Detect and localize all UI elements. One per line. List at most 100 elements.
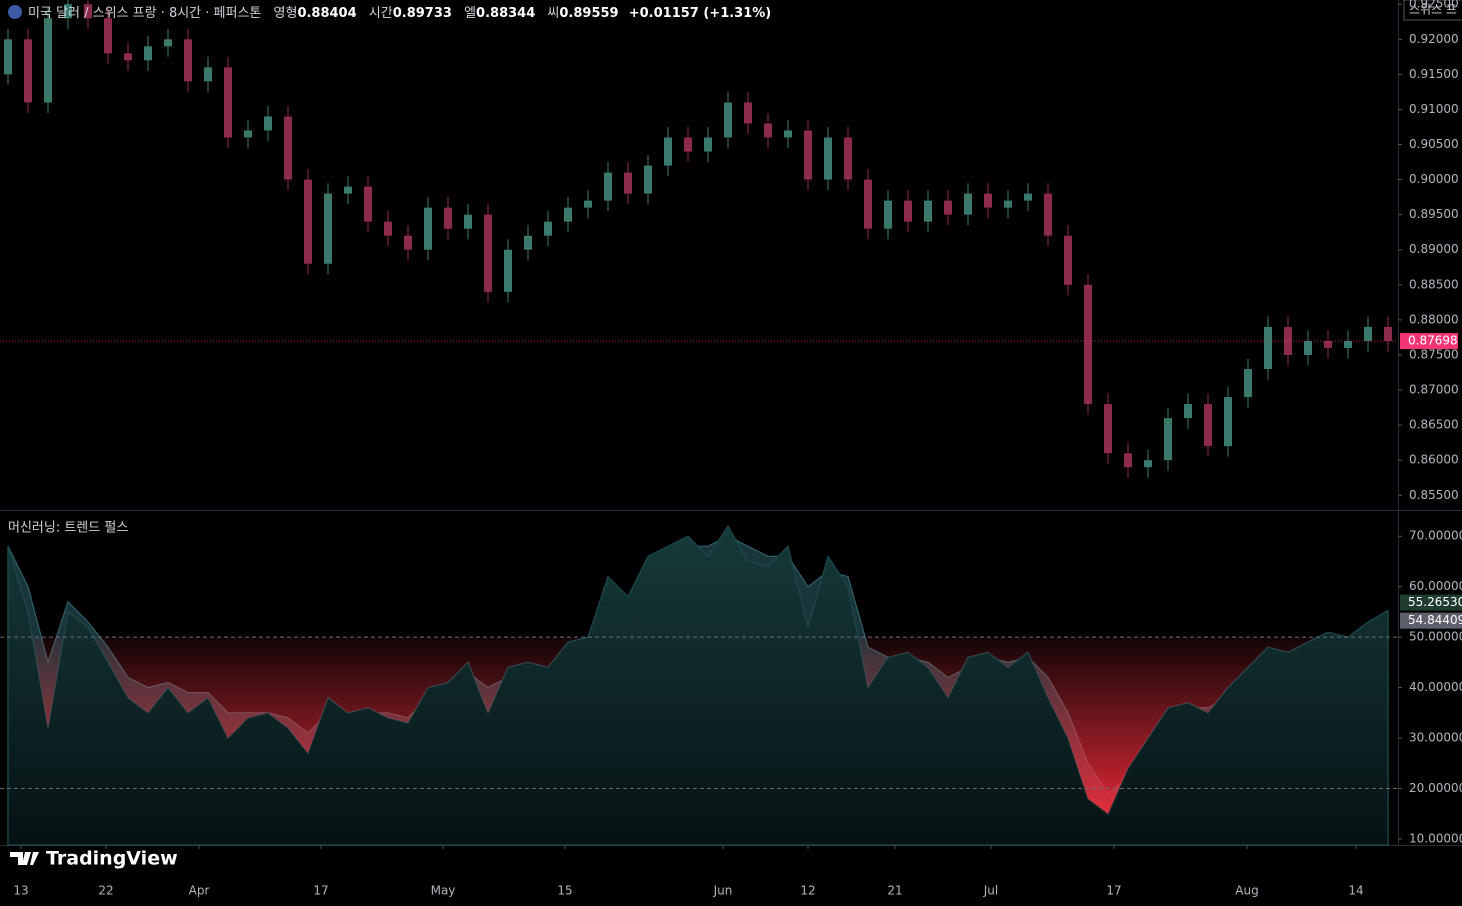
candle-body bbox=[564, 207, 572, 222]
candle-body bbox=[184, 39, 192, 82]
candle-body bbox=[404, 235, 412, 250]
candle-body bbox=[164, 39, 172, 47]
candle-body bbox=[1144, 460, 1152, 468]
candle-body bbox=[804, 130, 812, 180]
candle-body bbox=[1384, 326, 1392, 342]
x-tick-label: 12 bbox=[800, 884, 815, 898]
candle-body bbox=[884, 200, 892, 229]
candle-body bbox=[44, 18, 52, 103]
candle-body bbox=[584, 200, 592, 208]
candle-body bbox=[764, 123, 772, 138]
candle-body bbox=[984, 193, 992, 208]
candle-body bbox=[504, 249, 512, 292]
y-tick-label: 0.90000 bbox=[1409, 172, 1459, 186]
close-value: 0.89559 bbox=[559, 6, 619, 21]
header: 미국 달러 / 스위스 프랑 · 8시간 · 페퍼스톤 영형0.88404 시간… bbox=[8, 2, 771, 21]
candle-body bbox=[484, 214, 492, 292]
low-label: 엘 bbox=[464, 6, 477, 21]
candle-body bbox=[84, 4, 92, 19]
y-tick-label: 0.87000 bbox=[1409, 383, 1459, 397]
logo-icon bbox=[10, 852, 39, 865]
candle-body bbox=[244, 130, 252, 138]
x-tick-label: Jul bbox=[983, 884, 998, 898]
candle-body bbox=[1244, 368, 1252, 398]
candle-body bbox=[344, 186, 352, 194]
candle-body bbox=[24, 39, 32, 103]
x-tick-label: May bbox=[431, 884, 456, 898]
candle-body bbox=[944, 200, 952, 215]
symbol: 미국 달러 / 스위스 프랑 · 8시간 · 페퍼스톤 bbox=[28, 6, 262, 21]
y-tick-label: 0.86000 bbox=[1409, 453, 1459, 467]
candle-body bbox=[684, 137, 692, 152]
last-value-badge bbox=[1400, 594, 1462, 611]
indicator-title: 머신러닝: 트렌드 펄스 bbox=[8, 521, 128, 536]
y-tick-label: 0.88000 bbox=[1409, 312, 1459, 326]
candle-body bbox=[64, 4, 72, 19]
y-tick-label: 50.00000 bbox=[1409, 630, 1462, 644]
candle-body bbox=[1044, 193, 1052, 236]
candle-body bbox=[744, 102, 752, 124]
candle-body bbox=[1204, 404, 1212, 447]
candle-body bbox=[1024, 193, 1032, 201]
y-tick-label: 0.89000 bbox=[1409, 242, 1459, 256]
candle-body bbox=[1164, 418, 1172, 461]
open-value: 0.88404 bbox=[297, 6, 357, 21]
candle-body bbox=[304, 179, 312, 264]
y-tick-label: 0.92000 bbox=[1409, 32, 1459, 46]
x-tick-label: 14 bbox=[1348, 884, 1363, 898]
high-label: 시간 bbox=[368, 6, 393, 21]
y-tick-label: 60.00000 bbox=[1409, 579, 1462, 593]
last-value-label: 55.26530 bbox=[1408, 595, 1462, 609]
candle-body bbox=[624, 172, 632, 194]
top-right-button[interactable] bbox=[1403, 0, 1462, 21]
candle-body bbox=[1344, 340, 1352, 348]
candle-body bbox=[1124, 453, 1132, 468]
y-tick-label: 10.00000 bbox=[1409, 831, 1462, 845]
candle-body bbox=[704, 137, 712, 152]
candle-body bbox=[264, 116, 272, 131]
logo-text: TradingView bbox=[46, 848, 178, 870]
candle-body bbox=[1304, 340, 1312, 355]
candle-body bbox=[904, 200, 912, 222]
candle-body bbox=[864, 179, 872, 229]
y-tick-label: 0.87500 bbox=[1409, 347, 1459, 361]
candle-body bbox=[104, 18, 112, 54]
candle-body bbox=[1104, 404, 1112, 454]
candle-body bbox=[844, 137, 852, 180]
candle-body bbox=[4, 39, 12, 75]
candle-body bbox=[544, 221, 552, 236]
candle-body bbox=[1364, 326, 1372, 341]
y-tick-label: 0.89500 bbox=[1409, 207, 1459, 221]
candle-body bbox=[724, 102, 732, 138]
x-tick-label: 22 bbox=[98, 884, 113, 898]
candle-body bbox=[444, 207, 452, 229]
candle-body bbox=[1184, 404, 1192, 419]
candle-body bbox=[644, 165, 652, 194]
x-tick-label: 17 bbox=[313, 884, 328, 898]
candle-body bbox=[784, 130, 792, 138]
flag-icon bbox=[8, 5, 22, 19]
candle-body bbox=[1324, 340, 1332, 348]
candle-body bbox=[1084, 284, 1092, 405]
candle-body bbox=[924, 200, 932, 222]
top-right-label[interactable]: 스위스 프 bbox=[1409, 3, 1457, 17]
logo: TradingView bbox=[10, 848, 178, 870]
candle-body bbox=[384, 221, 392, 236]
candle-body bbox=[324, 193, 332, 264]
candle-body bbox=[284, 116, 292, 180]
close-label: 씨 bbox=[547, 6, 560, 21]
y-tick-label: 40.00000 bbox=[1409, 680, 1462, 694]
x-tick-label: Jun bbox=[713, 884, 733, 898]
candle-body bbox=[664, 137, 672, 166]
last-value-badge bbox=[1400, 612, 1462, 629]
x-tick-label: 17 bbox=[1106, 884, 1121, 898]
candle-body bbox=[824, 137, 832, 180]
candle-body bbox=[1264, 326, 1272, 369]
y-tick-label: 0.88500 bbox=[1409, 277, 1459, 291]
candle-body bbox=[424, 207, 432, 250]
candle-body bbox=[124, 53, 132, 61]
high-value: 0.89733 bbox=[392, 6, 452, 21]
candle-body bbox=[964, 193, 972, 215]
